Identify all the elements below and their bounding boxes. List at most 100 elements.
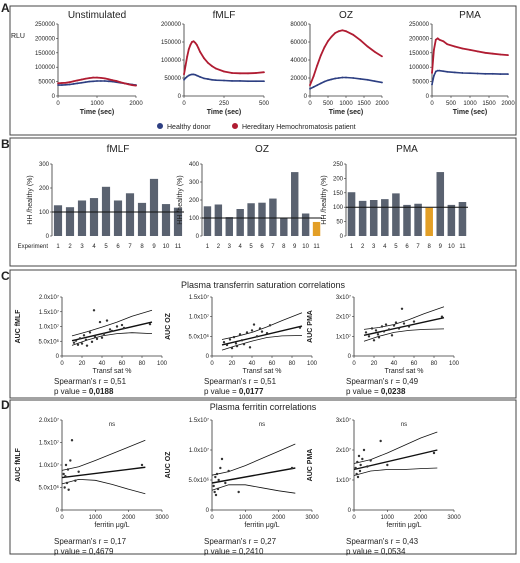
series-healthy-point [223,79,225,82]
series-hh-point [184,64,187,67]
y-tick-label: 0 [56,354,60,360]
series-healthy-point [434,70,437,73]
data-point [356,475,360,479]
series-hh-point [476,50,479,53]
data-point [140,463,144,467]
bar [269,198,277,236]
data-point [228,338,232,341]
y-tick-label: 2x10⁷ [336,447,351,454]
bar [291,172,299,236]
data-point [400,307,404,310]
series-healthy-point [341,76,344,79]
data-point [215,472,219,476]
x-tick-label: 11 [459,244,466,250]
chart-title: PMA [396,144,418,155]
ns-annotation: ns [259,422,265,428]
y-tick-label: 0 [178,94,182,100]
y-tick-label: 20000 [290,76,307,82]
data-point [370,327,374,330]
y-tick-label: 200 [39,186,50,192]
data-point [115,325,119,328]
y-tick-label: 200000 [161,22,182,28]
data-point [392,324,396,327]
data-point [225,343,229,347]
p-value: p value = 0,0188 [54,387,114,396]
series-healthy-point [189,73,192,76]
data-point [379,439,382,443]
bar [137,202,147,236]
x-tick-label: 0 [352,361,356,367]
y-tick-label: 300 [39,162,50,168]
x-tick-label: 9 [439,244,443,250]
data-point [82,334,86,337]
x-tick-label: 1000 [339,101,353,107]
x-tick-label: 40 [249,361,256,367]
series-healthy-point [461,72,464,74]
bar [381,199,389,236]
y-tick-label: 50000 [164,76,181,82]
data-point [100,336,104,339]
y-tick-label: 400 [189,162,200,168]
series-healthy-point [76,82,79,85]
y-tick-label: 3x10⁷ [336,417,351,424]
series-hh-point [100,76,102,79]
series-hh-point [199,50,201,53]
ns-annotation: ns [401,422,407,428]
p-value-number: 0,0177 [239,387,264,396]
bar [436,172,445,236]
y-tick-label: 1.5x10⁷ [189,417,209,424]
series-hh-point [446,43,449,46]
panel-frame-c [9,269,517,399]
ci-upper-line [363,306,445,330]
x-tick-label: 80 [431,361,438,367]
series-hh-point [461,47,464,50]
x-tick-label: 0 [60,515,64,521]
p-value: p value = 0,2410 [204,547,264,556]
data-point [248,346,252,349]
data-point [242,343,246,346]
x-tick-label: 2 [217,244,221,250]
x-tick-label: 0 [210,515,214,521]
data-point [235,344,239,348]
series-healthy-point [247,80,249,83]
data-point [93,335,97,339]
series-hh-point [352,33,355,36]
p-value-prefix: p value = [54,547,89,556]
x-tick-label: 20 [371,361,378,367]
series-hh-point [438,38,441,41]
bar [173,207,183,236]
series-hh-point [373,51,376,53]
series-hh-point [135,84,137,87]
series-healthy-point [507,73,509,76]
series-hh-point [111,79,114,82]
axes [61,420,162,511]
y-tick-label: 5.0x10⁶ [39,485,60,492]
axes [183,24,264,97]
ci-lower-line [363,328,445,342]
y-axis-label: AUC PMA [307,310,314,343]
series-hh-point [453,45,456,48]
data-point [380,325,384,328]
bar [225,217,233,236]
p-value-prefix: p value = [204,547,239,556]
bar [125,193,135,236]
series-hh-point [203,57,205,60]
spearman-r: Spearman's r = 0,43 [346,537,419,546]
series-healthy-point [431,83,433,86]
series-healthy-point [337,77,340,79]
data-point [74,339,78,342]
data-point [245,331,249,334]
y-tick-label: 0 [56,508,60,514]
x-tick-label: 2000 [414,515,428,521]
series-healthy-point [255,80,257,83]
series-healthy-point [64,83,67,86]
y-axis-label: HH /healthy (%) [177,175,184,224]
data-point [372,339,376,342]
bar-highlight [425,207,433,236]
series-healthy-point [442,70,445,73]
series-healthy-point [334,77,337,80]
series-healthy-point [359,78,362,80]
data-point [67,488,70,491]
y-tick-label: 200 [189,198,200,204]
data-point [72,341,76,344]
